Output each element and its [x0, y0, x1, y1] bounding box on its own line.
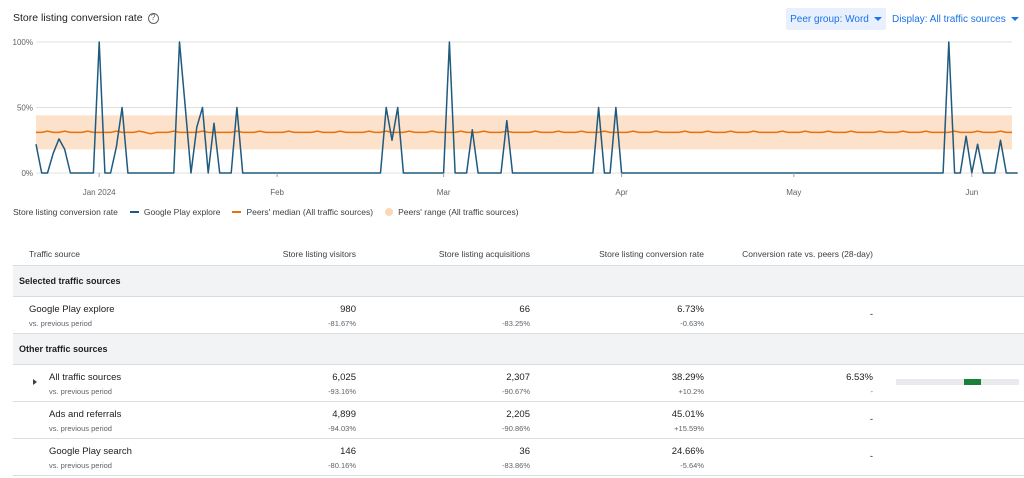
legend-label: Peers' median (All traffic sources): [246, 207, 374, 217]
section-selected: Selected traffic sources: [13, 266, 1024, 297]
source-name: Google Play search: [49, 446, 132, 457]
chart-legend: Store listing conversion rate Google Pla…: [13, 207, 519, 217]
visitors-value: 6,025: [332, 372, 356, 383]
legend-item-median[interactable]: Peers' median (All traffic sources): [232, 207, 373, 217]
x-tick-label: Feb: [270, 188, 284, 197]
table-row[interactable]: Ads and referrals vs. previous period 4,…: [13, 402, 1024, 439]
column-header-peers[interactable]: Conversion rate vs. peers (28-day): [742, 249, 873, 259]
peer-group-dropdown[interactable]: Peer group: Word: [786, 8, 886, 30]
source-sub: vs. previous period: [49, 387, 112, 396]
acquisitions-value: 66: [519, 304, 530, 315]
rate-delta: -5.64%: [680, 461, 704, 470]
expand-arrow-icon[interactable]: [33, 379, 37, 385]
table-row[interactable]: All traffic sources vs. previous period …: [13, 365, 1024, 402]
range-swatch: [385, 208, 394, 216]
traffic-source-table: Traffic source Store listing visitors St…: [13, 240, 1024, 476]
caret-down-icon: [873, 17, 882, 21]
x-tick-label: May: [786, 188, 801, 197]
peers-value: -: [869, 414, 873, 425]
acquisitions-delta: -90.67%: [502, 387, 530, 396]
section-title: Other traffic sources: [19, 344, 108, 354]
visitors-delta: -81.67%: [328, 319, 356, 328]
rate-value: 38.29%: [671, 372, 704, 383]
source-name: Google Play explore: [29, 304, 115, 315]
x-tick-label: Mar: [437, 188, 451, 197]
source-sub: vs. previous period: [49, 424, 112, 433]
acquisitions-delta: -90.86%: [502, 424, 530, 433]
page-title: Store listing conversion rate ?: [13, 12, 159, 24]
y-tick-label: 0%: [21, 169, 33, 178]
column-header-source[interactable]: Traffic source: [29, 249, 81, 259]
table-row[interactable]: Google Play search vs. previous period 1…: [13, 439, 1024, 476]
y-tick-label: 50%: [17, 104, 33, 113]
help-icon[interactable]: ?: [147, 12, 159, 24]
source-sub: vs. previous period: [49, 461, 112, 470]
table-header: Traffic source Store listing visitors St…: [13, 240, 1024, 266]
peers-value: 6.53%: [846, 372, 873, 383]
peer-comparison-bar: [896, 379, 1019, 385]
legend-label: Google Play explore: [143, 207, 221, 217]
google-play-explore-line: [35, 41, 1018, 174]
display-label: Display: All traffic sources: [892, 13, 1006, 25]
series-swatch: [129, 211, 139, 213]
column-header-acquisitions[interactable]: Store listing acquisitions: [438, 249, 530, 259]
source-sub: vs. previous period: [29, 319, 92, 328]
rate-value: 45.01%: [671, 409, 704, 420]
column-header-rate[interactable]: Store listing conversion rate: [599, 249, 704, 259]
conversion-rate-chart: 100% 50% 0% Jan 2024 Feb Mar Apr May Jun: [13, 38, 1018, 197]
peer-group-label: Peer group: Word: [790, 13, 869, 25]
legend-title: Store listing conversion rate: [13, 207, 118, 217]
visitors-delta: -94.03%: [328, 424, 356, 433]
visitors-value: 4,899: [332, 409, 356, 420]
acquisitions-value: 36: [519, 446, 530, 457]
x-tick-label: Jan 2024: [83, 188, 116, 197]
visitors-delta: -93.16%: [328, 387, 356, 396]
display-dropdown[interactable]: Display: All traffic sources: [892, 8, 1019, 30]
caret-down-icon: [1010, 17, 1019, 21]
x-tick-label: Apr: [615, 188, 628, 197]
x-tick-label: Jun: [965, 188, 978, 197]
table-row[interactable]: Google Play explore vs. previous period …: [13, 297, 1024, 334]
column-header-visitors[interactable]: Store listing visitors: [282, 249, 356, 259]
rate-value: 6.73%: [677, 304, 704, 315]
acquisitions-delta: -83.86%: [502, 461, 530, 470]
rate-delta: -0.63%: [680, 319, 704, 328]
peers-value: -: [869, 309, 873, 320]
rate-delta: +15.59%: [674, 424, 704, 433]
peers-value: -: [869, 451, 873, 462]
acquisitions-value: 2,205: [506, 409, 530, 420]
acquisitions-delta: -83.25%: [502, 319, 530, 328]
rate-delta: +10.2%: [678, 387, 704, 396]
section-other: Other traffic sources: [13, 334, 1024, 365]
visitors-delta: -80.16%: [328, 461, 356, 470]
chart-title: Store listing conversion rate: [13, 12, 143, 24]
acquisitions-value: 2,307: [506, 372, 530, 383]
rate-value: 24.66%: [671, 446, 704, 457]
source-name: All traffic sources: [49, 372, 122, 383]
legend-item-range[interactable]: Peers' range (All traffic sources): [385, 207, 519, 217]
median-swatch: [232, 211, 242, 213]
peers-median-line: [36, 130, 1012, 135]
peer-comparison-fill: [963, 379, 981, 385]
legend-label: Peers' range (All traffic sources): [398, 207, 519, 217]
y-tick-label: 100%: [13, 38, 33, 47]
section-title: Selected traffic sources: [19, 276, 121, 286]
source-name: Ads and referrals: [49, 409, 122, 420]
peers-sub: -: [870, 387, 874, 396]
legend-item-explore[interactable]: Google Play explore: [129, 207, 221, 217]
visitors-value: 146: [340, 446, 356, 457]
visitors-value: 980: [340, 304, 356, 315]
